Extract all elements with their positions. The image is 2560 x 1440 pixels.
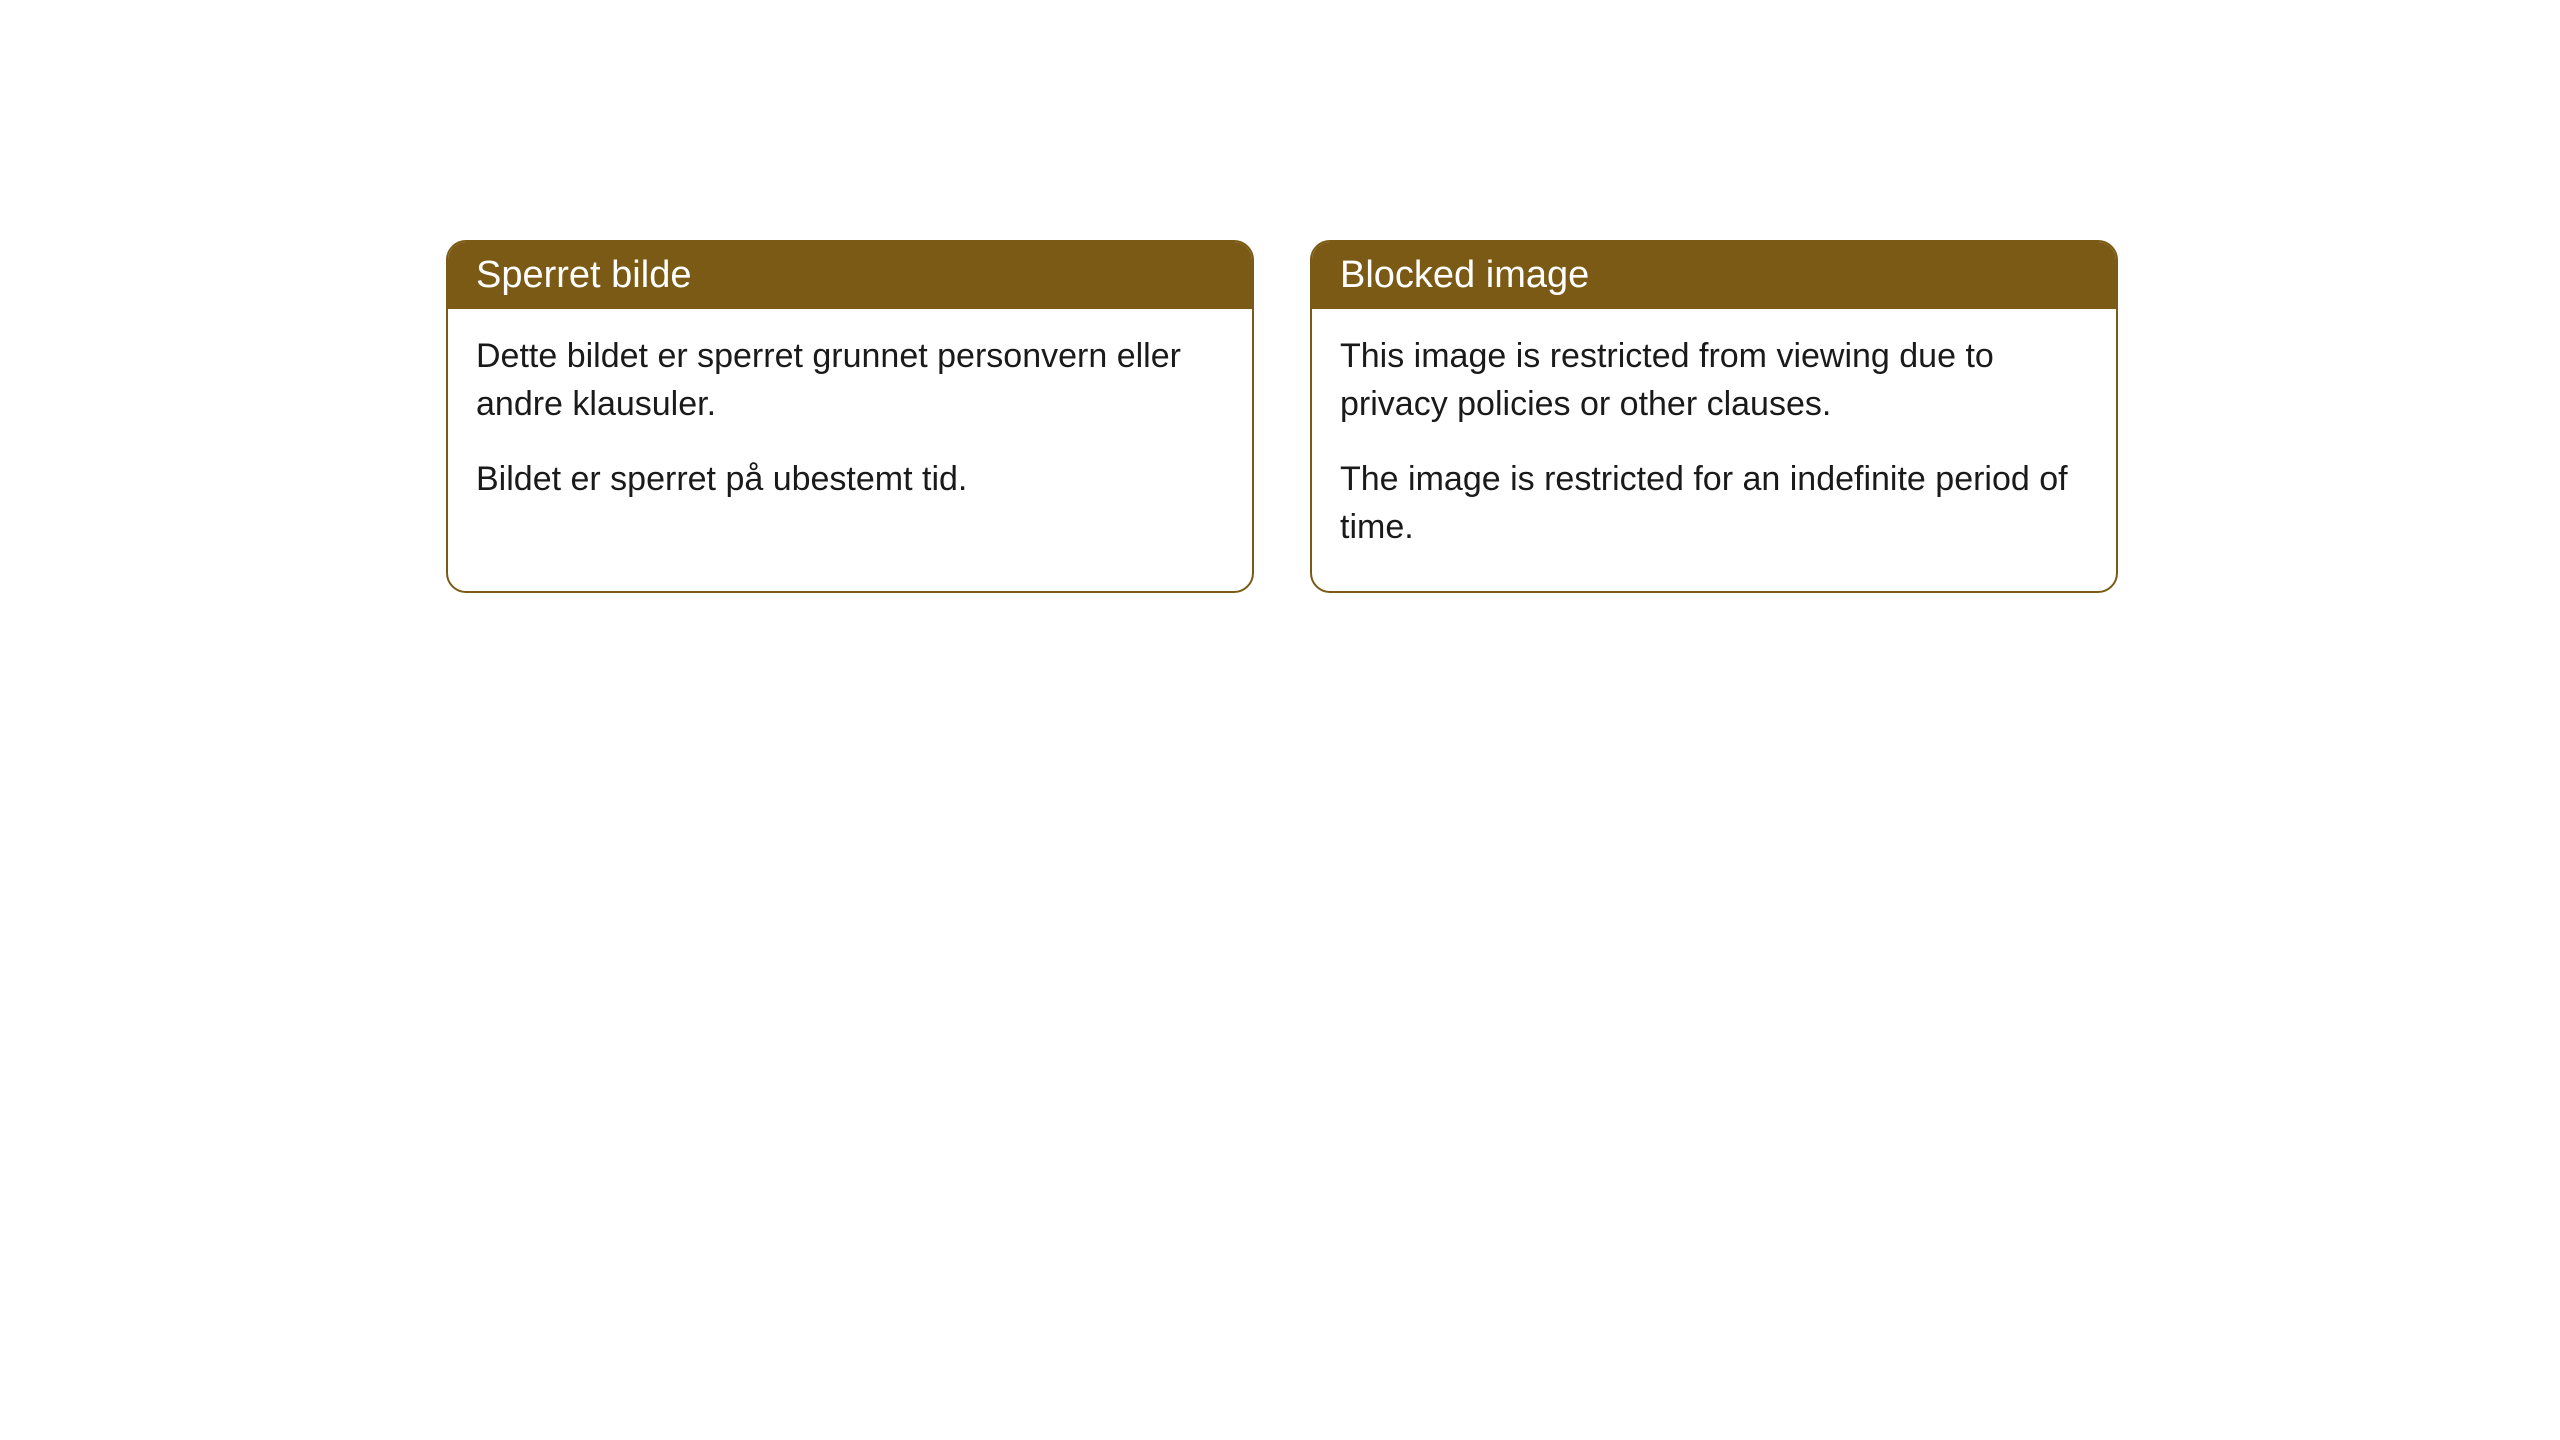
card-paragraph: Dette bildet er sperret grunnet personve…: [476, 333, 1224, 428]
blocked-image-card-norwegian: Sperret bilde Dette bildet er sperret gr…: [446, 240, 1254, 593]
card-header: Blocked image: [1312, 242, 2116, 309]
card-paragraph: This image is restricted from viewing du…: [1340, 333, 2088, 428]
cards-container: Sperret bilde Dette bildet er sperret gr…: [446, 240, 2118, 593]
card-body: This image is restricted from viewing du…: [1312, 309, 2116, 591]
card-title: Blocked image: [1340, 254, 1589, 296]
card-paragraph: Bildet er sperret på ubestemt tid.: [476, 456, 1224, 504]
card-title: Sperret bilde: [476, 254, 691, 296]
card-paragraph: The image is restricted for an indefinit…: [1340, 456, 2088, 551]
blocked-image-card-english: Blocked image This image is restricted f…: [1310, 240, 2118, 593]
card-body: Dette bildet er sperret grunnet personve…: [448, 309, 1252, 544]
card-header: Sperret bilde: [448, 242, 1252, 309]
